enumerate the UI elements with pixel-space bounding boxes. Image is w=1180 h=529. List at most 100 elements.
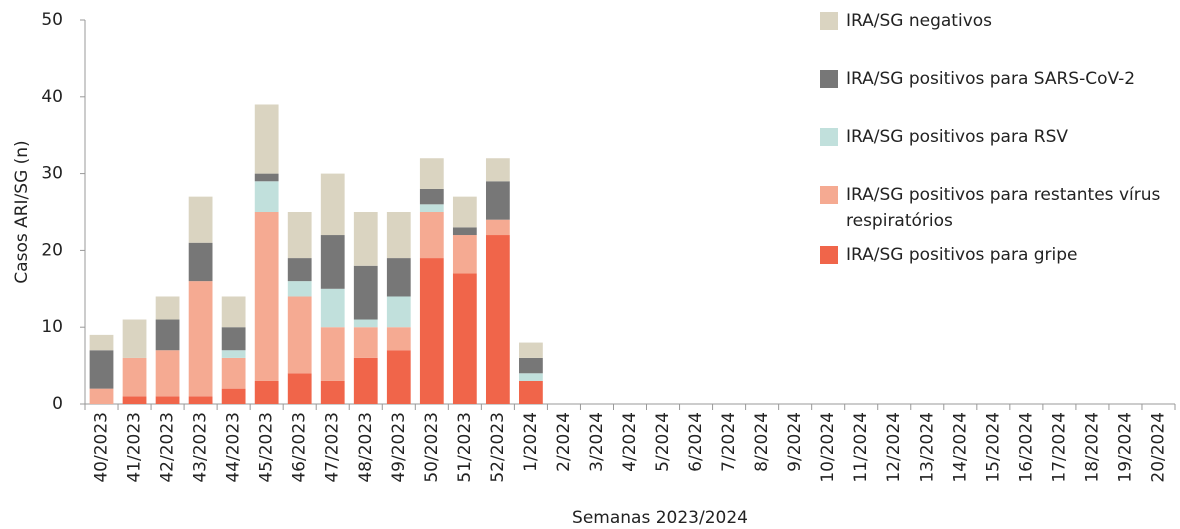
bar-segment — [254, 380, 279, 404]
x-tick-label: 41/2023 — [125, 412, 145, 483]
bar-segment — [287, 373, 312, 404]
bar-segment — [188, 281, 213, 397]
x-tick-label: 1/2024 — [521, 412, 541, 472]
bar-segment — [155, 296, 180, 320]
y-tick-label: 40 — [41, 87, 63, 107]
bar-segment — [386, 296, 411, 328]
bar-segment — [320, 327, 345, 381]
bar-segment — [287, 212, 312, 259]
x-tick-label: 50/2023 — [422, 412, 442, 483]
y-tick-label: 50 — [41, 10, 63, 30]
bar-segment — [386, 258, 411, 297]
y-tick-label: 30 — [41, 164, 63, 184]
bar-segment — [353, 212, 378, 266]
x-tick-label: 16/2024 — [1016, 412, 1036, 483]
legend-label: IRA/SG positivos para restantes vírus re… — [846, 185, 1161, 231]
x-tick-label: 46/2023 — [290, 412, 310, 483]
bar-segment — [452, 273, 477, 404]
x-tick-label: 11/2024 — [851, 412, 871, 483]
x-tick-label: 4/2024 — [620, 412, 640, 472]
bar-segment — [254, 173, 279, 182]
x-tick-label: 42/2023 — [158, 412, 178, 483]
x-tick-label: 9/2024 — [785, 412, 805, 472]
legend-label: IRA/SG positivos para SARS-CoV-2 — [846, 69, 1136, 89]
bar-segment — [221, 296, 246, 328]
bar-segment — [320, 380, 345, 404]
x-tick-label: 52/2023 — [488, 412, 508, 483]
x-tick-label: 18/2024 — [1082, 412, 1102, 483]
bar-segment — [485, 181, 510, 220]
legend-swatch — [820, 12, 838, 30]
x-tick-label: 15/2024 — [983, 412, 1003, 483]
bar-segment — [89, 388, 114, 404]
x-tick-label: 17/2024 — [1049, 412, 1069, 483]
bar-segment — [519, 380, 543, 404]
x-tick-label: 5/2024 — [653, 412, 673, 472]
y-axis-title: Casos ARI/SG (n) — [12, 140, 32, 283]
bar-segment — [353, 327, 378, 358]
bar-segment — [485, 235, 510, 404]
x-tick-label: 12/2024 — [884, 412, 904, 483]
x-tick-label: 45/2023 — [257, 412, 277, 483]
bar-segment — [122, 357, 147, 397]
bar-segment — [254, 212, 279, 381]
bar-segment — [419, 212, 444, 259]
bar-segment — [320, 235, 345, 289]
bar-segment — [386, 212, 411, 259]
x-tick-label: 3/2024 — [587, 412, 607, 472]
y-tick-label: 20 — [41, 240, 63, 260]
bar-segment — [221, 357, 246, 389]
bar-segment — [221, 388, 246, 404]
x-tick-label: 48/2023 — [356, 412, 376, 483]
bar-segment — [155, 396, 180, 404]
bar-segment — [287, 258, 312, 282]
legend-label: IRA/SG positivos para RSV — [846, 127, 1068, 147]
bar-segment — [419, 158, 444, 189]
x-tick-label: 2/2024 — [554, 412, 574, 472]
bar-segment — [122, 396, 147, 404]
x-tick-label: 40/2023 — [92, 412, 112, 483]
bar-segment — [353, 357, 378, 404]
bar-segment — [452, 196, 477, 228]
x-tick-label: 47/2023 — [323, 412, 343, 483]
bar-segment — [89, 350, 114, 389]
x-tick-label: 49/2023 — [389, 412, 409, 483]
x-tick-label: 51/2023 — [455, 412, 475, 483]
x-tick-label: 43/2023 — [191, 412, 211, 483]
bar-segment — [419, 258, 444, 404]
bar-segment — [519, 342, 543, 358]
y-tick-label: 10 — [41, 317, 63, 337]
bar-segment — [188, 196, 213, 243]
bar-segment — [221, 350, 246, 358]
x-tick-label: 20/2024 — [1148, 412, 1168, 483]
bar-segment — [155, 319, 180, 351]
bar-segment — [485, 158, 510, 182]
x-axis-title: Semanas 2023/2024 — [572, 508, 748, 528]
bar-segment — [353, 319, 378, 328]
bar-segment — [519, 373, 543, 381]
x-tick-label: 7/2024 — [719, 412, 739, 472]
x-tick-label: 19/2024 — [1115, 412, 1135, 483]
bar-segment — [89, 334, 114, 351]
x-tick-label: 10/2024 — [818, 412, 838, 483]
bar-segment — [122, 319, 147, 358]
bar-segment — [320, 288, 345, 328]
bar-segment — [254, 181, 279, 212]
legend-label: IRA/SG negativos — [846, 11, 993, 31]
bar-segment — [452, 227, 477, 236]
bar-segment — [519, 357, 543, 374]
legend-label: IRA/SG positivos para gripe — [846, 245, 1078, 265]
bar-segment — [188, 396, 213, 404]
bar-segment — [386, 327, 411, 351]
bar-segment — [419, 188, 444, 205]
bar-segment — [386, 350, 411, 404]
x-tick-label: 44/2023 — [224, 412, 244, 483]
legend-swatch — [820, 70, 838, 88]
x-tick-label: 14/2024 — [950, 412, 970, 483]
y-tick-label: 0 — [52, 394, 63, 414]
bar-segment — [287, 281, 312, 297]
bar-segment — [155, 350, 180, 397]
bar-segment — [320, 173, 345, 236]
